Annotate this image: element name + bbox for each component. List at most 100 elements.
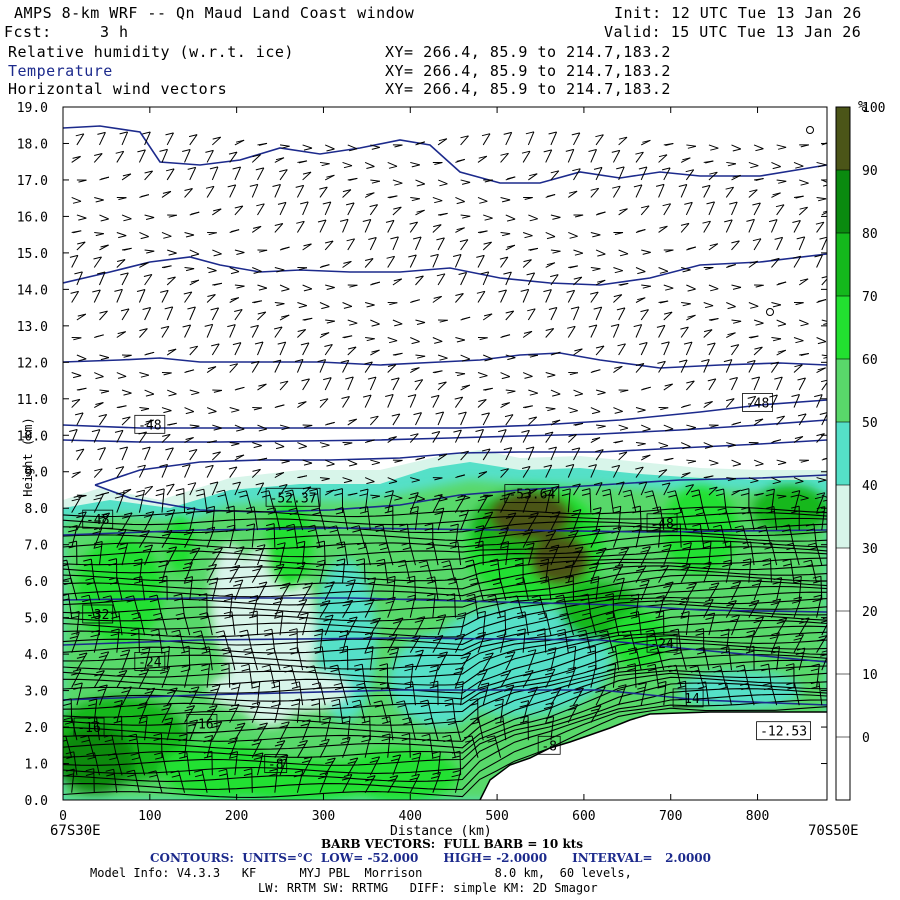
wind-barb-flag (384, 494, 393, 498)
x-tick-label: 0 (59, 809, 67, 824)
wind-barb (483, 214, 493, 219)
wind-barb-flag (820, 620, 827, 623)
wind-barb-flag (419, 699, 429, 703)
wind-barb-flag (438, 381, 447, 385)
wind-barb-flag (165, 447, 174, 451)
wind-barb-flag (547, 647, 557, 651)
wind-barb-flag (144, 170, 153, 174)
wind-barb-flag (385, 219, 395, 223)
colorbar-band (836, 170, 850, 233)
wind-barb-flag (99, 515, 108, 519)
wind-barb-flag (407, 394, 417, 398)
wind-barb-flag (654, 599, 664, 603)
wind-barb (793, 477, 804, 482)
wind-barb-flag (695, 632, 704, 636)
wind-barb-flag (710, 147, 719, 151)
wind-barb-flag (99, 684, 108, 688)
wind-barb-flag (726, 398, 735, 402)
wind-barb-flag (168, 214, 177, 218)
wind-barb-flag (543, 706, 553, 710)
wind-barb (234, 682, 241, 706)
wind-barb-flag (93, 497, 102, 501)
wind-barb-flag (439, 212, 448, 216)
wind-barb-flag (381, 716, 390, 720)
wind-barb (703, 302, 714, 307)
wind-barb (347, 716, 351, 741)
wind-barb (454, 667, 464, 688)
wind-barb-flag (275, 563, 285, 567)
wind-barb (703, 647, 710, 671)
wind-barb (93, 289, 101, 303)
wind-barb-flag (745, 634, 754, 638)
wind-barb-flag (446, 717, 455, 721)
wind-barb-flag (166, 483, 175, 487)
wind-barb-flag (217, 494, 226, 498)
wind-barb (816, 594, 823, 618)
wind-barb-flag (259, 722, 268, 726)
wind-barb-flag (639, 583, 648, 587)
wind-barb-flag (185, 369, 195, 373)
wind-barb-flag (458, 513, 468, 517)
wind-barb-flag (374, 524, 384, 528)
wind-barb (253, 506, 258, 531)
wind-barb (663, 167, 671, 181)
wind-barb (573, 389, 583, 395)
wind-barb-flag (344, 442, 353, 446)
wind-barb-flag (772, 166, 781, 170)
wind-barb (118, 611, 123, 636)
wind-barb (206, 324, 214, 338)
wind-barb-flag (370, 621, 379, 624)
wind-barb-flag (70, 290, 79, 294)
wind-barb (437, 411, 445, 426)
wind-barb (528, 214, 538, 220)
wind-barb (206, 294, 216, 303)
wind-barb (189, 576, 193, 601)
wind-barb-flag (359, 510, 369, 514)
wind-barb-flag (376, 563, 386, 567)
wind-barb-flag (670, 633, 680, 637)
wind-barb (161, 290, 169, 303)
wind-barb-flag (319, 603, 329, 607)
wind-barb-flag (231, 409, 240, 413)
wind-barb-flag (623, 634, 632, 638)
wind-barb-flag (806, 528, 815, 532)
wind-barb (437, 507, 445, 531)
wind-barb-flag (92, 531, 101, 534)
wind-barb-flag (572, 483, 581, 487)
wind-barb (404, 560, 411, 583)
wind-barb-flag (160, 325, 170, 329)
wind-barb (771, 161, 781, 168)
wind-barb-flag (297, 743, 306, 747)
wind-barb (319, 477, 330, 480)
wind-barb-flag (208, 270, 217, 274)
wind-barb (618, 136, 628, 146)
wind-barb-flag (91, 429, 101, 433)
wind-barb (680, 359, 688, 373)
contour-label: -16 (77, 721, 100, 736)
wind-barb (612, 324, 620, 338)
wind-barb (753, 346, 763, 356)
wind-barb-flag (98, 655, 108, 658)
wind-barb-flag (772, 581, 781, 585)
wind-barb-flag (795, 340, 804, 344)
wind-barb-flag (326, 287, 335, 290)
wind-barb (121, 686, 132, 706)
wind-barb (731, 144, 742, 150)
wind-barb-flag (701, 565, 710, 569)
wind-barb (437, 138, 448, 146)
wind-barb (482, 313, 493, 321)
wind-barb (99, 271, 106, 286)
wind-barb-flag (148, 594, 158, 598)
wind-barb (708, 243, 719, 251)
wind-barb (681, 302, 691, 305)
wind-barb-flag (251, 685, 260, 689)
wind-barb-flag (422, 738, 431, 742)
wind-barb-flag (755, 148, 764, 152)
wind-barb (325, 284, 335, 288)
wind-barb (799, 179, 809, 184)
x-tick-label: 600 (572, 809, 595, 824)
wind-barb-flag (523, 673, 532, 677)
wind-barb-flag (642, 546, 651, 550)
wind-barb-flag (228, 466, 238, 470)
x-tick-label: 400 (399, 809, 422, 824)
